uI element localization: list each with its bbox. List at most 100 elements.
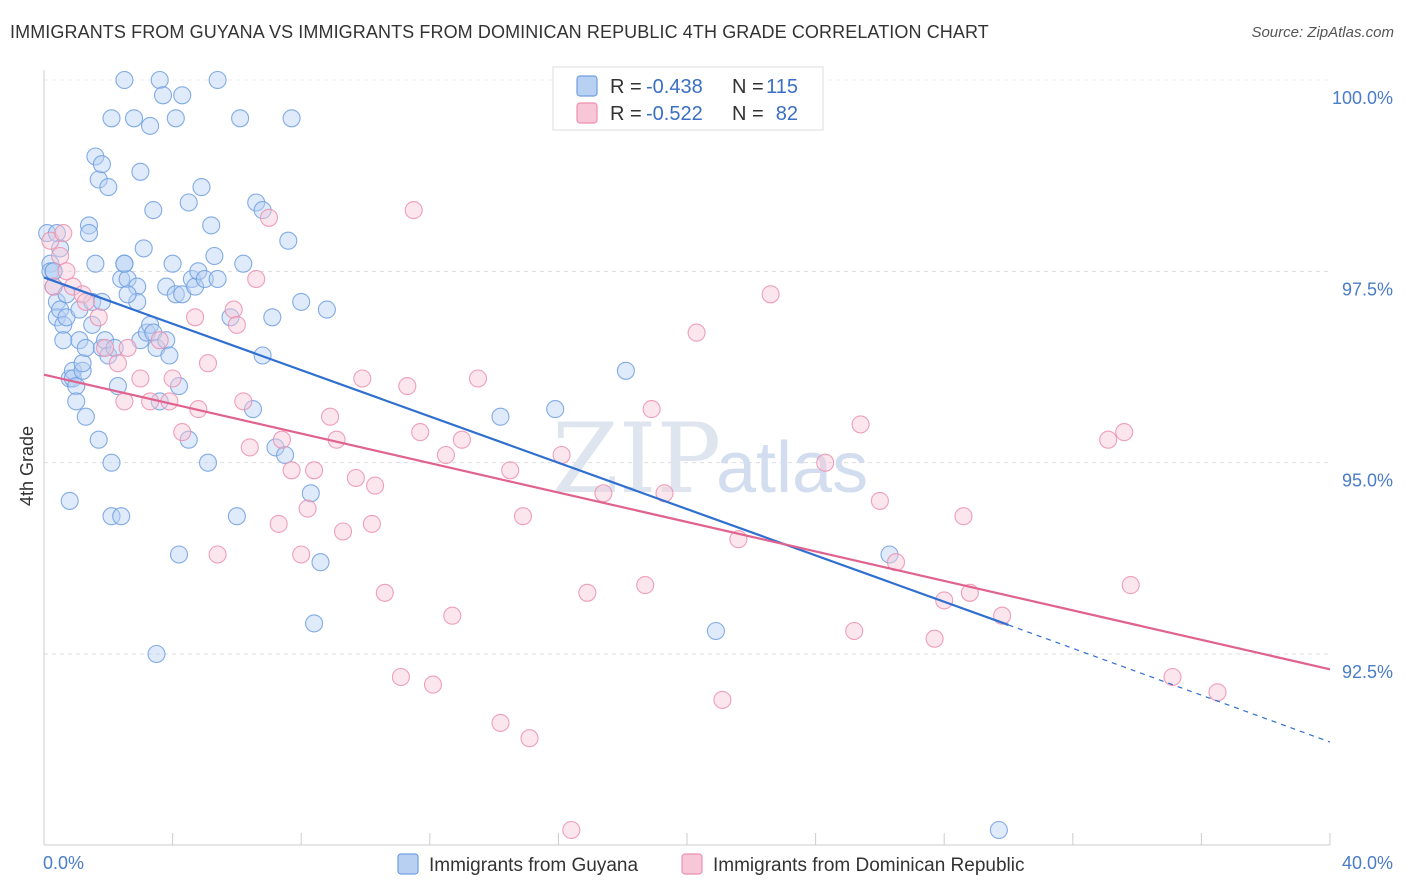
guyana-point xyxy=(301,484,320,503)
dominican-point xyxy=(63,277,82,296)
dominican-point xyxy=(96,338,115,357)
dominican-point xyxy=(54,224,73,243)
guyana-point xyxy=(102,507,121,526)
legend-r-label-2: R = xyxy=(610,103,642,125)
dominican-point xyxy=(1121,576,1140,595)
dominican-point xyxy=(173,423,192,442)
guyana-point xyxy=(317,300,336,319)
watermark-zip: ZIP xyxy=(552,403,721,515)
dominican-point xyxy=(443,606,462,625)
guyana-point xyxy=(276,445,295,465)
guyana-point xyxy=(169,377,189,396)
guyana-point xyxy=(99,178,118,197)
dominican-point xyxy=(321,407,340,426)
guyana-point xyxy=(179,430,198,449)
dominican-point xyxy=(118,338,137,357)
guyana-point xyxy=(227,507,246,526)
dominican-point xyxy=(1115,423,1134,442)
guyana-point xyxy=(112,269,131,289)
dominican-point xyxy=(391,667,410,687)
guyana-point xyxy=(63,361,82,380)
legend-r-value-1: -0.438 xyxy=(646,76,703,98)
dominican-point xyxy=(404,201,423,220)
dominican-point xyxy=(761,285,780,304)
dominican-point xyxy=(108,354,127,373)
guyana-point xyxy=(76,407,95,426)
dominican-point xyxy=(1163,667,1182,687)
dominican-point xyxy=(687,323,706,342)
bottom-legend: Immigrants from Guyana Immigrants from D… xyxy=(397,853,1025,876)
dominican-point xyxy=(305,461,324,480)
guyana-point xyxy=(115,70,134,90)
guyana-point xyxy=(195,269,214,289)
guyana-trend-line xyxy=(43,276,1009,626)
bottom-legend-label-dominican[interactable]: Immigrants from Dominican Republic xyxy=(713,855,1025,876)
guyana-point xyxy=(96,331,115,350)
guyana-point xyxy=(292,292,311,311)
dominican-point xyxy=(76,292,95,311)
guyana-point xyxy=(279,231,298,250)
dominican-point xyxy=(411,423,430,442)
legend-n-label-1: N = xyxy=(732,76,764,98)
legend-r-label-1: R = xyxy=(610,76,642,98)
y-tick-label: 95.0% xyxy=(1342,471,1393,491)
guyana-point xyxy=(118,285,137,304)
y-axis-label: 4th Grade xyxy=(17,426,37,506)
dominican-point xyxy=(1208,683,1227,702)
dominican-point xyxy=(375,583,394,602)
guyana-point xyxy=(202,216,221,235)
legend-n-value-2: 82 xyxy=(776,103,798,125)
y-tick-label: 92.5% xyxy=(1342,662,1393,682)
guyana-point xyxy=(134,239,153,258)
guyana-point xyxy=(86,147,105,166)
dominican-point xyxy=(713,690,732,709)
dominican-point xyxy=(163,369,182,388)
guyana-point xyxy=(124,109,144,128)
dominican-point xyxy=(234,392,253,411)
guyana-point xyxy=(128,277,147,296)
guyana-point xyxy=(105,338,124,357)
watermark: ZIP atlas xyxy=(552,403,868,515)
guyana-point xyxy=(208,269,227,289)
guyana-point xyxy=(89,170,108,189)
guyana-point xyxy=(153,86,173,105)
guyana-point xyxy=(141,116,160,135)
guyana-point xyxy=(47,224,66,243)
bottom-legend-swatch-guyana[interactable] xyxy=(397,853,419,875)
trend-lines xyxy=(43,276,1331,743)
bottom-legend-label-guyana[interactable]: Immigrants from Guyana xyxy=(429,855,638,876)
guyana-point xyxy=(118,269,137,289)
x-tick-label: 0.0% xyxy=(43,853,84,873)
watermark-atlas: atlas xyxy=(716,428,868,508)
guyana-point xyxy=(60,491,79,510)
guyana-point xyxy=(166,109,185,128)
guyana-point xyxy=(247,193,266,212)
dominican-point xyxy=(436,445,455,465)
guyana-point xyxy=(102,453,121,472)
legend-n-value-1: 115 xyxy=(766,76,798,98)
dominican-point xyxy=(89,308,108,327)
guyana-point xyxy=(79,224,99,243)
dominican-point xyxy=(186,308,205,327)
guyana-trend-extension xyxy=(1008,624,1331,743)
dominican-points xyxy=(41,201,1227,840)
dominican-point xyxy=(131,369,150,388)
guyana-point xyxy=(73,361,92,380)
guyana-point xyxy=(208,70,227,90)
dominican-point xyxy=(198,354,218,373)
dominican-point xyxy=(1099,430,1118,449)
dominican-point xyxy=(333,522,353,541)
dominican-trend-line xyxy=(43,373,1331,671)
dominican-point xyxy=(925,629,944,648)
guyana-point xyxy=(86,254,105,273)
bottom-legend-swatch-dominican[interactable] xyxy=(681,853,703,875)
guyana-point xyxy=(163,254,182,273)
guyana-point xyxy=(880,545,899,564)
axes xyxy=(43,70,1331,846)
legend-swatch-dominican xyxy=(576,102,598,124)
guyana-point xyxy=(198,453,218,472)
guyana-point xyxy=(76,338,95,357)
guyana-point xyxy=(79,216,99,235)
dominican-point xyxy=(353,369,372,388)
